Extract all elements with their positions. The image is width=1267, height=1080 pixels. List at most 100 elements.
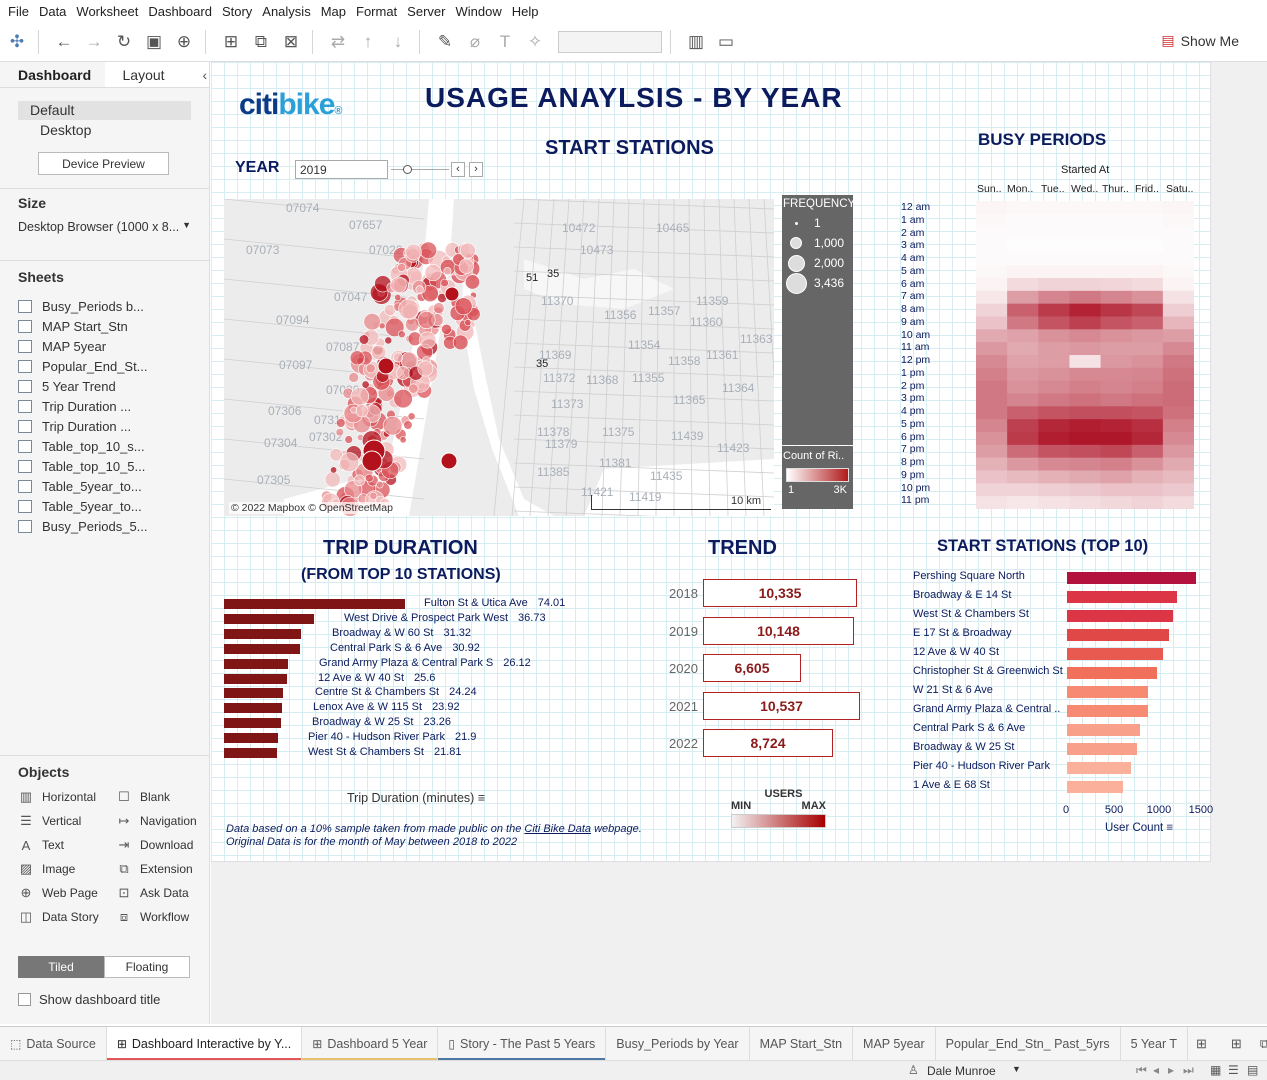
station-marker[interactable] bbox=[405, 243, 422, 261]
tiled-button[interactable]: Tiled bbox=[18, 956, 104, 978]
station-marker[interactable] bbox=[454, 297, 473, 316]
heatmap-cell[interactable] bbox=[1131, 278, 1164, 292]
new-dashboard-icon[interactable]: ⊞ bbox=[1230, 1035, 1242, 1051]
trip-duration-bar[interactable] bbox=[224, 643, 300, 654]
heatmap-cell[interactable] bbox=[1131, 406, 1164, 420]
heatmap-cell[interactable] bbox=[1162, 419, 1194, 433]
station-marker[interactable] bbox=[329, 448, 343, 462]
device-default[interactable]: Default bbox=[30, 102, 75, 118]
heatmap-cell[interactable] bbox=[1100, 265, 1133, 279]
heatmap-cell[interactable] bbox=[1069, 329, 1102, 343]
heatmap-cell[interactable] bbox=[1100, 419, 1133, 433]
sheet-item[interactable]: Trip Duration ... bbox=[0, 416, 210, 436]
trip-duration-bar[interactable] bbox=[224, 673, 287, 684]
heatmap-cell[interactable] bbox=[976, 342, 1008, 356]
heatmap-cell[interactable] bbox=[1131, 470, 1164, 484]
station-marker[interactable] bbox=[415, 285, 424, 294]
heatmap-cell[interactable] bbox=[1069, 406, 1102, 420]
menu-map[interactable]: Map bbox=[320, 3, 346, 19]
heatmap-cell[interactable] bbox=[1007, 252, 1039, 266]
heatmap-cell[interactable] bbox=[1038, 252, 1070, 266]
presentation-icon[interactable]: ▭ bbox=[717, 31, 735, 51]
heatmap-cell[interactable] bbox=[1131, 355, 1164, 369]
heatmap-cell[interactable] bbox=[976, 329, 1008, 343]
sheet-tab[interactable]: MAP 5year bbox=[853, 1026, 936, 1061]
heatmap-cell[interactable] bbox=[1069, 483, 1102, 497]
heatmap-cell[interactable] bbox=[1131, 265, 1164, 279]
heatmap-cell[interactable] bbox=[1100, 367, 1133, 382]
heatmap-cell[interactable] bbox=[976, 432, 1008, 446]
heatmap-cell[interactable] bbox=[1162, 483, 1194, 497]
heatmap-cell[interactable] bbox=[1069, 226, 1102, 240]
clear-sheet-icon[interactable]: ⊠ bbox=[283, 31, 299, 51]
object-data-story[interactable]: ◫ Data Story bbox=[19, 909, 99, 924]
station-marker[interactable] bbox=[358, 334, 370, 345]
station-marker[interactable] bbox=[361, 380, 370, 389]
heatmap-cell[interactable] bbox=[1038, 329, 1070, 343]
heatmap-cell[interactable] bbox=[1038, 278, 1070, 292]
heatmap-cell[interactable] bbox=[1162, 355, 1194, 369]
station-marker[interactable] bbox=[397, 263, 406, 272]
station-marker[interactable] bbox=[405, 317, 420, 332]
station-marker[interactable] bbox=[324, 471, 341, 488]
heatmap-cell[interactable] bbox=[1069, 201, 1102, 215]
heatmap-cell[interactable] bbox=[1038, 316, 1070, 330]
trip-duration-bar[interactable] bbox=[224, 613, 314, 624]
heatmap-cell[interactable] bbox=[1100, 316, 1133, 330]
sheet-tab[interactable]: 5 Year T bbox=[1121, 1026, 1188, 1061]
heatmap-cell[interactable] bbox=[1131, 393, 1164, 407]
heatmap-cell[interactable] bbox=[1007, 265, 1039, 279]
heatmap-cell[interactable] bbox=[1069, 380, 1102, 394]
heatmap-cell[interactable] bbox=[1131, 444, 1164, 459]
heatmap-cell[interactable] bbox=[976, 278, 1008, 292]
year-prev-button[interactable]: ‹ bbox=[451, 162, 465, 177]
size-dropdown[interactable]: Desktop Browser (1000 x 8... ▼ bbox=[18, 220, 191, 234]
heatmap-cell[interactable] bbox=[1007, 278, 1039, 292]
trip-duration-bar[interactable] bbox=[224, 658, 288, 669]
object-extension[interactable]: ⧉ Extension bbox=[116, 860, 214, 878]
swap-icon[interactable]: ⇄ bbox=[330, 31, 346, 51]
heatmap-cell[interactable] bbox=[1100, 470, 1133, 484]
heatmap-cell[interactable] bbox=[1038, 239, 1070, 253]
heatmap-cell[interactable] bbox=[1131, 367, 1164, 382]
station-marker[interactable] bbox=[398, 298, 419, 320]
sheet-tab[interactable]: MAP Start_Stn bbox=[750, 1026, 854, 1061]
heatmap-cell[interactable] bbox=[1038, 342, 1070, 356]
station-marker[interactable] bbox=[408, 383, 419, 394]
heatmap-cell[interactable] bbox=[1100, 278, 1133, 292]
heatmap-cell[interactable] bbox=[1100, 393, 1133, 407]
heatmap-cell[interactable] bbox=[1038, 432, 1070, 446]
station-marker[interactable] bbox=[417, 311, 436, 329]
heatmap-cell[interactable] bbox=[1007, 393, 1039, 407]
year-input[interactable]: 2019 bbox=[295, 160, 388, 179]
station-marker[interactable] bbox=[349, 350, 365, 366]
heatmap-cell[interactable] bbox=[1131, 329, 1164, 343]
sheet-item[interactable]: Busy_Periods b... bbox=[0, 296, 210, 316]
station-marker[interactable] bbox=[393, 388, 413, 409]
trend-value-box[interactable]: 6,605 bbox=[703, 654, 801, 682]
heatmap-cell[interactable] bbox=[1131, 432, 1164, 446]
menu-analysis[interactable]: Analysis bbox=[262, 3, 311, 19]
trend-value-box[interactable]: 10,148 bbox=[703, 616, 854, 645]
station-marker[interactable] bbox=[440, 452, 458, 470]
heatmap-cell[interactable] bbox=[1069, 265, 1102, 279]
station-marker[interactable] bbox=[363, 313, 381, 331]
heatmap-cell[interactable] bbox=[1007, 213, 1039, 228]
station-marker[interactable] bbox=[407, 412, 416, 421]
top10-bar[interactable] bbox=[1067, 591, 1177, 603]
tableau-logo-icon[interactable]: ✣ bbox=[9, 31, 25, 51]
menu-data[interactable]: Data bbox=[38, 3, 67, 19]
heatmap-cell[interactable] bbox=[1100, 342, 1133, 356]
heatmap-cell[interactable] bbox=[1100, 201, 1133, 215]
group-icon[interactable]: ⌀ bbox=[469, 31, 481, 51]
heatmap-cell[interactable] bbox=[1069, 278, 1102, 292]
station-marker[interactable] bbox=[365, 363, 376, 374]
heatmap-cell[interactable] bbox=[1038, 419, 1070, 433]
object-horizontal[interactable]: ▥ Horizontal bbox=[19, 789, 97, 804]
heatmap-cell[interactable] bbox=[1038, 303, 1070, 317]
user-dropdown-icon[interactable]: ▼ bbox=[1012, 1064, 1021, 1074]
sheet-item[interactable]: Table_top_10_s... bbox=[0, 436, 210, 456]
heatmap-cell[interactable] bbox=[1100, 239, 1133, 253]
trend-value-box[interactable]: 10,537 bbox=[703, 691, 860, 720]
new-datasource-icon[interactable]: ⊕ bbox=[176, 31, 192, 51]
